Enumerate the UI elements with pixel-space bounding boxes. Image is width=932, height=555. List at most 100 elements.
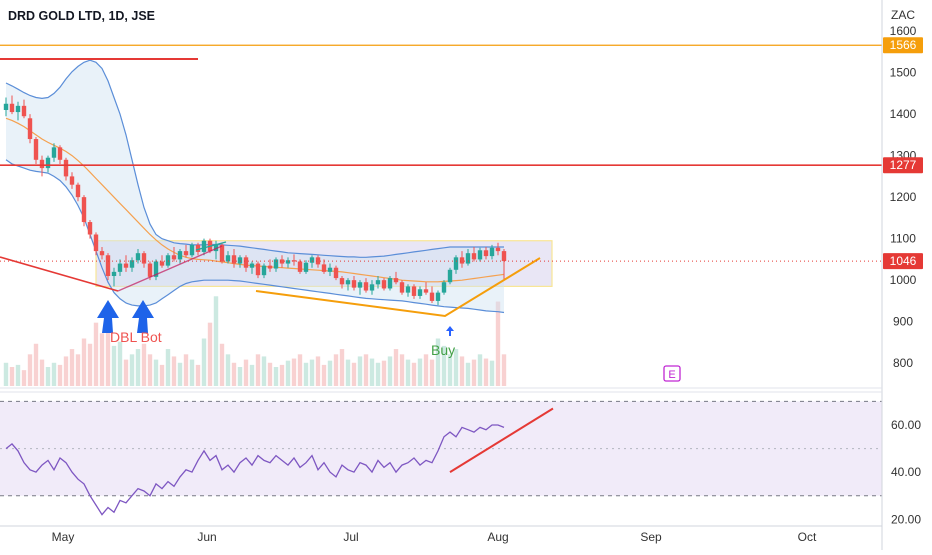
candle: [51, 143, 57, 162]
candle: [87, 219, 93, 239]
candle: [369, 280, 375, 295]
volume-bar: [69, 349, 75, 386]
candle-body: [387, 278, 393, 289]
volume-bar: [267, 362, 273, 386]
candle-body: [123, 263, 129, 268]
candle: [123, 255, 129, 272]
volume-bar: [39, 359, 45, 386]
candle-body: [453, 257, 459, 270]
volume-bar: [447, 354, 453, 386]
candle-body: [489, 247, 495, 257]
candle-body: [147, 263, 153, 277]
candle-body: [63, 159, 69, 177]
candle-body: [459, 257, 465, 264]
candle-body: [105, 255, 111, 277]
candle: [39, 155, 45, 177]
candle-body: [33, 139, 39, 160]
rsi-tick-label: 60.00: [891, 418, 921, 432]
earnings-event-marker[interactable]: E: [663, 365, 681, 382]
candle-body: [21, 105, 27, 117]
candle-body: [321, 264, 327, 272]
candle-body: [273, 259, 279, 269]
volume-bar: [3, 362, 9, 386]
volume-bar: [123, 359, 129, 386]
candle-body: [285, 260, 291, 264]
candle: [261, 263, 267, 279]
falling-wedge-support: [255, 257, 541, 318]
candle-body: [165, 255, 171, 266]
breakout-line: [195, 241, 227, 251]
candle-body: [99, 251, 105, 256]
volume-bar: [201, 338, 207, 386]
candle: [363, 278, 369, 293]
candle-body: [27, 118, 33, 140]
volume-bar: [9, 367, 15, 386]
candle: [93, 232, 99, 256]
price-tick-label: 800: [893, 356, 913, 370]
rsi-trend-line: [449, 407, 554, 473]
candle: [501, 249, 507, 281]
volume-bar: [291, 358, 297, 386]
time-tick-label: May: [52, 530, 75, 544]
volume-bar: [399, 354, 405, 386]
candle: [81, 195, 87, 227]
price-tick-label: 1000: [890, 273, 917, 287]
candle: [465, 249, 471, 266]
double-bottom-arrow-right: [132, 300, 154, 333]
candle-body: [381, 280, 387, 289]
rsi-line: [5, 424, 505, 516]
candle-body: [111, 271, 117, 277]
candle-body: [447, 269, 453, 283]
candle: [165, 253, 171, 268]
candle-body: [405, 286, 411, 293]
candle-body: [357, 282, 363, 288]
candle: [3, 97, 9, 117]
volume-bar: [471, 359, 477, 386]
volume-bar: [159, 364, 165, 386]
volume-bar: [189, 359, 195, 386]
candle-body: [45, 157, 51, 169]
candle-body: [81, 197, 87, 223]
candle: [393, 271, 399, 285]
volume-bar: [213, 296, 219, 386]
price-label-badge: [883, 157, 923, 174]
volume-bar: [219, 343, 225, 386]
volume-bar: [105, 327, 111, 386]
volume-bar: [141, 343, 147, 386]
volume-bar: [297, 354, 303, 386]
candle-body: [225, 255, 231, 262]
candle-body: [189, 244, 195, 256]
volume-bar: [33, 343, 39, 386]
volume-bar: [45, 367, 51, 386]
volume-bar: [381, 360, 387, 386]
candle: [9, 95, 15, 115]
volume-bar: [255, 354, 261, 386]
candle: [351, 276, 357, 291]
price-tick-label: 1100: [890, 232, 916, 246]
volume-bar: [261, 356, 267, 386]
candle-body: [441, 282, 447, 293]
volume-bar: [387, 356, 393, 386]
candle: [291, 254, 297, 266]
candle: [255, 261, 261, 279]
volume-bar: [405, 359, 411, 386]
candle: [15, 101, 21, 121]
candle-body: [333, 267, 339, 279]
price-tick-label: 1500: [890, 66, 917, 80]
rsi-tick-label: 40.00: [891, 465, 921, 479]
candle: [297, 259, 303, 274]
volume-bar: [207, 322, 213, 386]
volume-bar: [489, 360, 495, 386]
volume-bar: [129, 354, 135, 386]
rsi-band-fill: [0, 401, 882, 496]
candle: [399, 280, 405, 295]
time-tick-label: Jul: [343, 530, 358, 544]
candle-body: [315, 257, 321, 265]
candle-body: [195, 244, 201, 252]
candle-body: [231, 255, 237, 264]
candle-body: [369, 284, 375, 291]
volume-bar: [51, 362, 57, 386]
candle: [99, 246, 105, 260]
